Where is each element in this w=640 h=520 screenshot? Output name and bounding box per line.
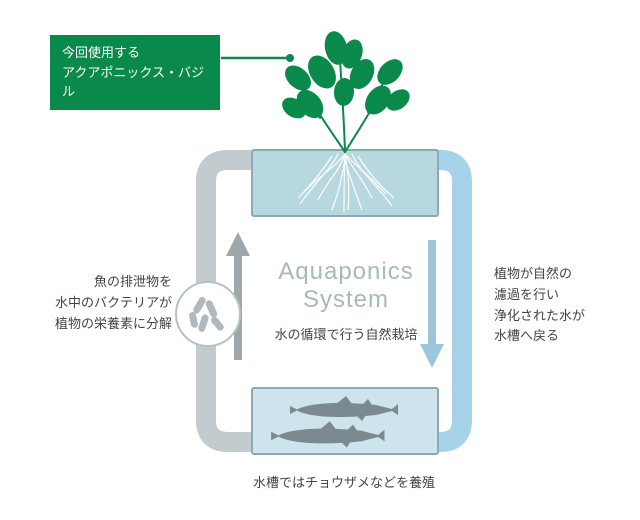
title-line2: System <box>268 286 424 314</box>
fish-tank <box>252 388 438 454</box>
system-title: Aquaponics System <box>268 258 424 314</box>
badge-line1: 今回使用する <box>62 43 208 63</box>
filtration-caption: 植物が自然の 濾過を行い 浄化された水が 水槽へ戻る <box>494 264 624 347</box>
bacteria-caption: 魚の排泄物を 水中のバクテリアが 植物の栄養素に分解 <box>26 272 172 334</box>
title-line1: Aquaponics <box>268 258 424 286</box>
badge-arrow-icon <box>221 54 294 62</box>
bacteria-icon <box>176 282 240 346</box>
fish-tank-caption: 水槽ではチョウザメなどを養殖 <box>244 472 444 491</box>
product-badge: 今回使用する アクアポニックス・バジル <box>50 35 220 110</box>
basil-plant-icon <box>278 29 414 152</box>
system-subtitle: 水の循環で行う自然栽培 <box>266 324 426 343</box>
plant-grow-box <box>252 150 438 216</box>
badge-line2: アクアポニックス・バジル <box>62 63 208 102</box>
